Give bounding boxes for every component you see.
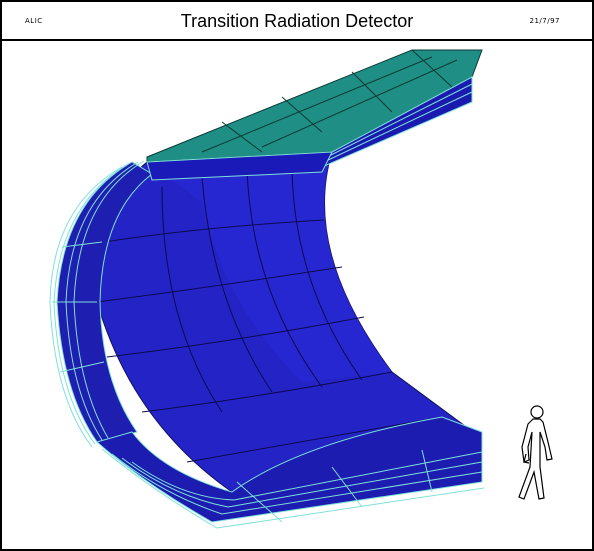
barrel-top-face (146, 49, 483, 181)
header-left-label: ALIC (25, 17, 43, 25)
barrel-grid (96, 161, 443, 463)
page-title: Transition Radiation Detector (180, 11, 414, 31)
human-scale-figure-icon (518, 405, 553, 500)
title-bar: ALIC Transition Radiation Detector 21/7/… (2, 2, 592, 41)
barrel-bottom-layers (95, 416, 485, 529)
header-date-label: 21/7/97 (529, 17, 560, 25)
barrel-inner-shade (147, 152, 392, 382)
